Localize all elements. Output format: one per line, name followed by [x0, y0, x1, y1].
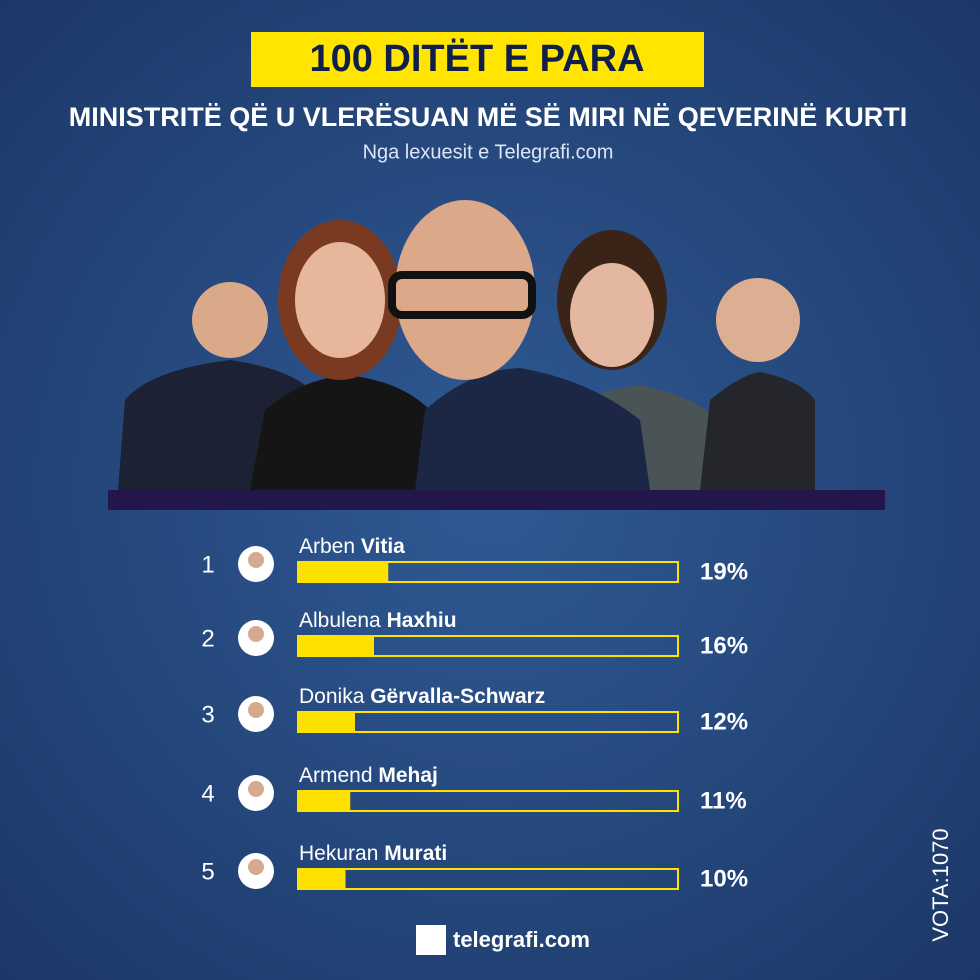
logo-icon	[416, 925, 446, 955]
value-label: 11%	[700, 787, 747, 814]
photo-band	[108, 490, 885, 510]
bar	[298, 791, 351, 811]
value-label: 16%	[700, 632, 748, 659]
avatar-face	[248, 702, 264, 718]
bar	[298, 636, 374, 656]
votes: VOTA:1070	[928, 828, 953, 941]
bar	[298, 712, 355, 732]
last-name: Vitia	[361, 535, 405, 558]
title: 100 DITËT E PARA	[309, 37, 644, 80]
avatar-face	[248, 552, 264, 568]
source: Nga lexuesit e Telegrafi.com	[363, 141, 614, 163]
first-name: Armend	[299, 764, 373, 787]
name: Donika Gërvalla-Schwarz	[299, 685, 545, 708]
value-label: 19%	[700, 558, 748, 585]
avatar-face	[248, 781, 264, 797]
portraits	[118, 200, 815, 490]
value-label: 12%	[700, 708, 748, 735]
bar	[298, 869, 346, 889]
value-label: 10%	[700, 865, 748, 892]
last-name: Haxhiu	[387, 609, 457, 632]
subtitle: MINISTRITË QË U VLERËSUAN MË SË MIRI NË …	[69, 102, 908, 132]
last-name: Murati	[384, 842, 447, 865]
first-name: Arben	[299, 535, 355, 558]
name: Armend Mehaj	[299, 764, 438, 787]
title-box	[251, 32, 704, 87]
first-name: Donika	[299, 685, 365, 708]
last-name: Gërvalla-Schwarz	[370, 685, 545, 708]
bar	[298, 562, 389, 582]
avatar-face	[248, 626, 264, 642]
first-name: Albulena	[299, 609, 381, 632]
avatar-face	[248, 859, 264, 875]
name: Arben Vitia	[299, 535, 405, 558]
name: Albulena Haxhiu	[299, 609, 457, 632]
rank: 2	[201, 625, 214, 652]
rank: 5	[201, 858, 214, 885]
name: Hekuran Murati	[299, 842, 447, 865]
rank: 4	[201, 780, 214, 807]
last-name: Mehaj	[378, 764, 438, 787]
rank: 1	[201, 551, 214, 578]
footer: telegrafi.com	[453, 927, 590, 952]
first-name: Hekuran	[299, 842, 378, 865]
rank: 3	[201, 701, 214, 728]
